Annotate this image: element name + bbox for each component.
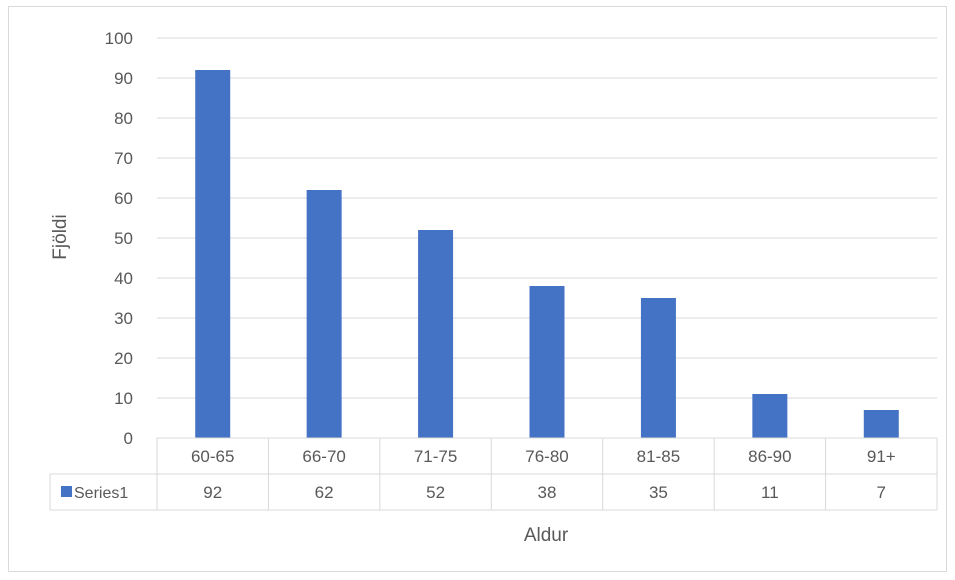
bar <box>306 190 342 438</box>
y-tick-label: 100 <box>105 29 133 48</box>
x-axis-label: Aldur <box>524 525 569 546</box>
data-label: 62 <box>315 483 334 502</box>
y-tick-label: 30 <box>114 309 133 328</box>
legend-swatch <box>61 486 72 497</box>
data-label: 52 <box>426 483 445 502</box>
data-label: 38 <box>538 483 557 502</box>
bars <box>195 70 899 438</box>
category-label: 76-80 <box>525 447 568 466</box>
category-label: 60-65 <box>191 447 234 466</box>
bar <box>195 70 231 438</box>
category-label: 86-90 <box>748 447 791 466</box>
y-tick-label: 90 <box>114 69 133 88</box>
bar <box>863 410 899 438</box>
y-tick-label: 70 <box>114 149 133 168</box>
data-label: 7 <box>877 483 886 502</box>
bar <box>640 298 676 438</box>
chart-frame <box>8 6 947 572</box>
y-tick-label: 0 <box>124 429 133 448</box>
category-label: 81-85 <box>637 447 680 466</box>
y-tick-label: 80 <box>114 109 133 128</box>
y-tick-label: 20 <box>114 349 133 368</box>
legend-series-name: Series1 <box>74 485 128 502</box>
category-label: 71-75 <box>414 447 457 466</box>
bar <box>752 394 788 438</box>
y-tick-labels: 0 10 20 30 40 50 60 70 80 90 100 <box>105 29 133 448</box>
data-label: 11 <box>761 483 779 502</box>
y-tick-label: 10 <box>114 389 133 408</box>
y-axis-label: Fjöldi <box>50 214 71 259</box>
bar <box>418 230 454 438</box>
data-label: 92 <box>203 483 222 502</box>
y-tick-label: 50 <box>114 229 133 248</box>
bar <box>529 286 565 438</box>
category-label: 91+ <box>867 447 896 466</box>
data-label: 35 <box>649 483 668 502</box>
category-label: 66-70 <box>302 447 345 466</box>
y-tick-label: 40 <box>114 269 133 288</box>
data-table: 60-65 92 66-70 62 71-75 52 76-80 38 81-85 35 86-90… <box>49 437 938 511</box>
gridlines <box>157 37 937 399</box>
y-tick-label: 60 <box>114 189 133 208</box>
